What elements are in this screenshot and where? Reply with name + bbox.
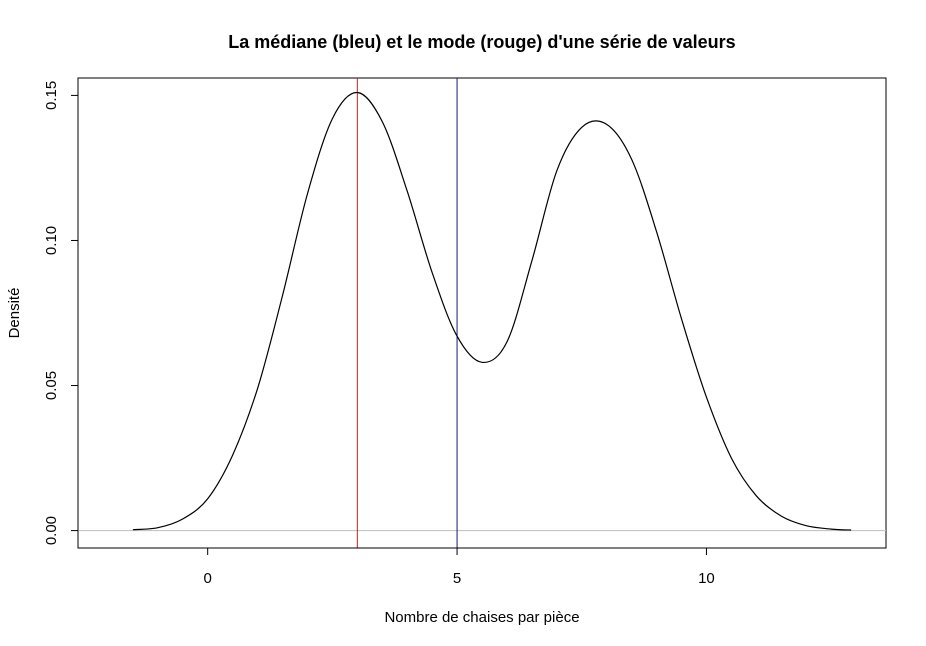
x-axis: 0 5 10 [204, 547, 715, 587]
plot-frame [77, 77, 887, 549]
y-tick-label: 0.15 [43, 81, 60, 110]
x-tick-label: 5 [453, 570, 461, 587]
y-tick-label: 0.00 [43, 516, 60, 545]
y-tick-label: 0.05 [43, 371, 60, 400]
y-axis: 0.00 0.05 0.10 0.15 [43, 81, 79, 545]
x-axis-label: Nombre de chaises par pièce [384, 609, 579, 626]
x-tick-label: 10 [698, 570, 715, 587]
y-tick-label: 0.10 [43, 226, 60, 255]
y-axis-label: Densité [6, 288, 23, 339]
reference-lines [78, 78, 886, 548]
chart-title: La médiane (bleu) et le mode (rouge) d'u… [228, 32, 735, 52]
x-tick-label: 0 [204, 570, 212, 587]
density-curve [132, 91, 852, 531]
series-layer [132, 91, 852, 531]
